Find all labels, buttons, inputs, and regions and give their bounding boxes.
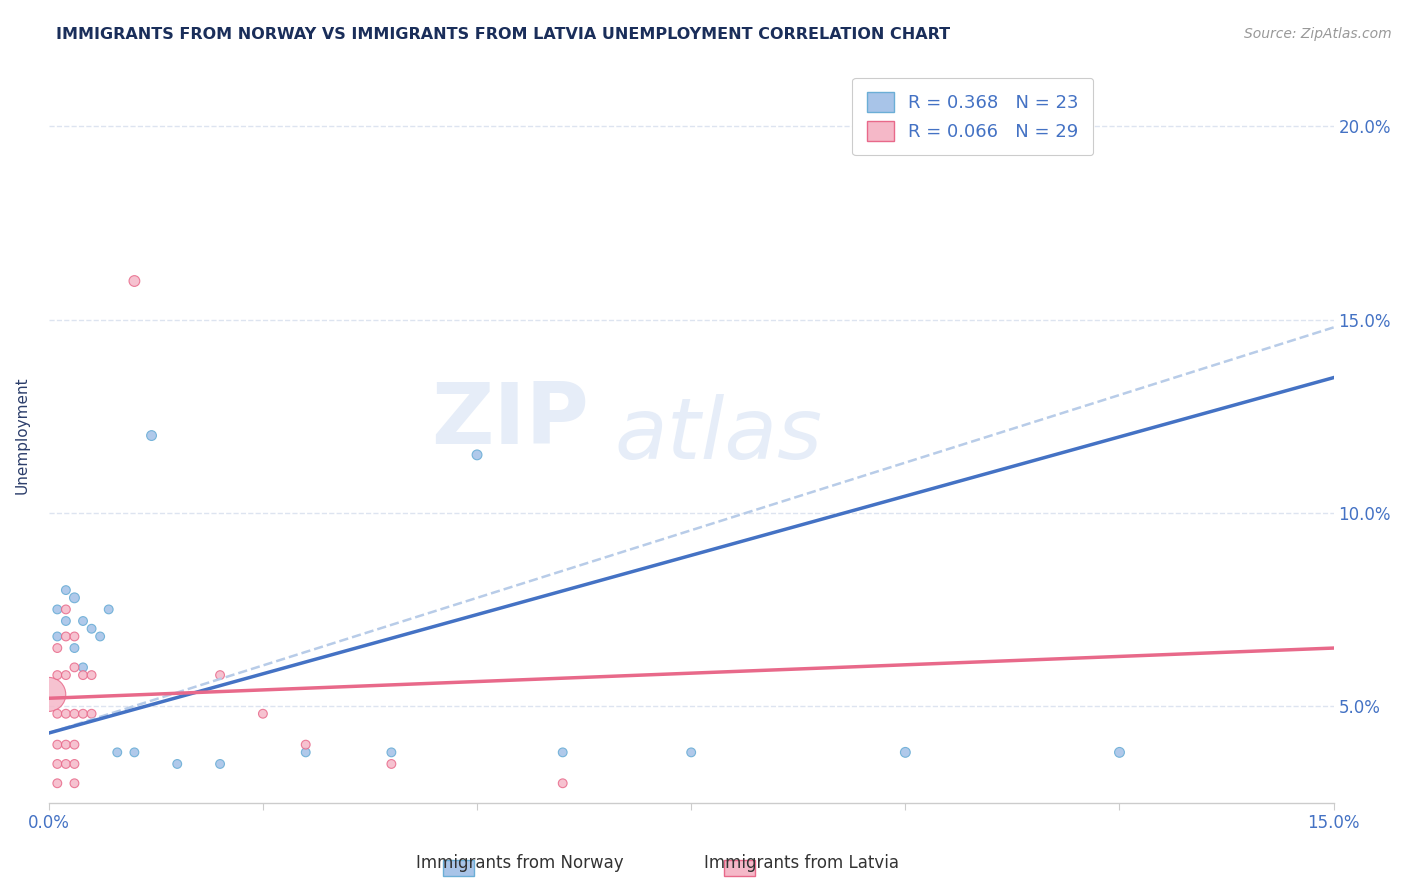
- Y-axis label: Unemployment: Unemployment: [15, 376, 30, 494]
- Legend: R = 0.368   N = 23, R = 0.066   N = 29: R = 0.368 N = 23, R = 0.066 N = 29: [852, 78, 1094, 155]
- Point: [294, 745, 316, 759]
- Point: [80, 622, 103, 636]
- Point: [97, 602, 120, 616]
- Point: [63, 630, 86, 644]
- Point: [380, 745, 402, 759]
- Point: [63, 660, 86, 674]
- Point: [380, 756, 402, 771]
- Point: [72, 660, 94, 674]
- Text: Immigrants from Latvia: Immigrants from Latvia: [704, 855, 898, 872]
- Text: Immigrants from Norway: Immigrants from Norway: [416, 855, 624, 872]
- Point: [46, 602, 69, 616]
- Point: [294, 738, 316, 752]
- Point: [80, 668, 103, 682]
- Point: [681, 745, 703, 759]
- Point: [55, 706, 77, 721]
- Point: [551, 745, 574, 759]
- Text: ZIP: ZIP: [430, 379, 588, 462]
- Point: [141, 428, 163, 442]
- Text: IMMIGRANTS FROM NORWAY VS IMMIGRANTS FROM LATVIA UNEMPLOYMENT CORRELATION CHART: IMMIGRANTS FROM NORWAY VS IMMIGRANTS FRO…: [56, 27, 950, 42]
- Point: [124, 745, 146, 759]
- Point: [80, 706, 103, 721]
- Point: [1108, 745, 1130, 759]
- Point: [46, 630, 69, 644]
- Point: [55, 614, 77, 628]
- Text: Source: ZipAtlas.com: Source: ZipAtlas.com: [1244, 27, 1392, 41]
- Point: [63, 756, 86, 771]
- Point: [63, 641, 86, 656]
- Point: [46, 668, 69, 682]
- Point: [72, 668, 94, 682]
- Point: [551, 776, 574, 790]
- Point: [55, 756, 77, 771]
- Point: [72, 614, 94, 628]
- Point: [63, 591, 86, 605]
- Point: [166, 756, 188, 771]
- Point: [46, 641, 69, 656]
- Point: [46, 776, 69, 790]
- Point: [209, 756, 232, 771]
- Text: atlas: atlas: [614, 394, 823, 477]
- Point: [55, 602, 77, 616]
- Point: [124, 274, 146, 288]
- Point: [46, 706, 69, 721]
- Point: [38, 687, 60, 701]
- Point: [209, 668, 232, 682]
- Point: [894, 745, 917, 759]
- Point: [89, 630, 111, 644]
- Point: [55, 738, 77, 752]
- Point: [465, 448, 488, 462]
- Point: [55, 583, 77, 598]
- Point: [63, 776, 86, 790]
- Point: [252, 706, 274, 721]
- Point: [46, 738, 69, 752]
- Point: [105, 745, 128, 759]
- Point: [46, 756, 69, 771]
- Point: [63, 706, 86, 721]
- Point: [72, 706, 94, 721]
- Point: [55, 668, 77, 682]
- Point: [55, 630, 77, 644]
- Point: [63, 738, 86, 752]
